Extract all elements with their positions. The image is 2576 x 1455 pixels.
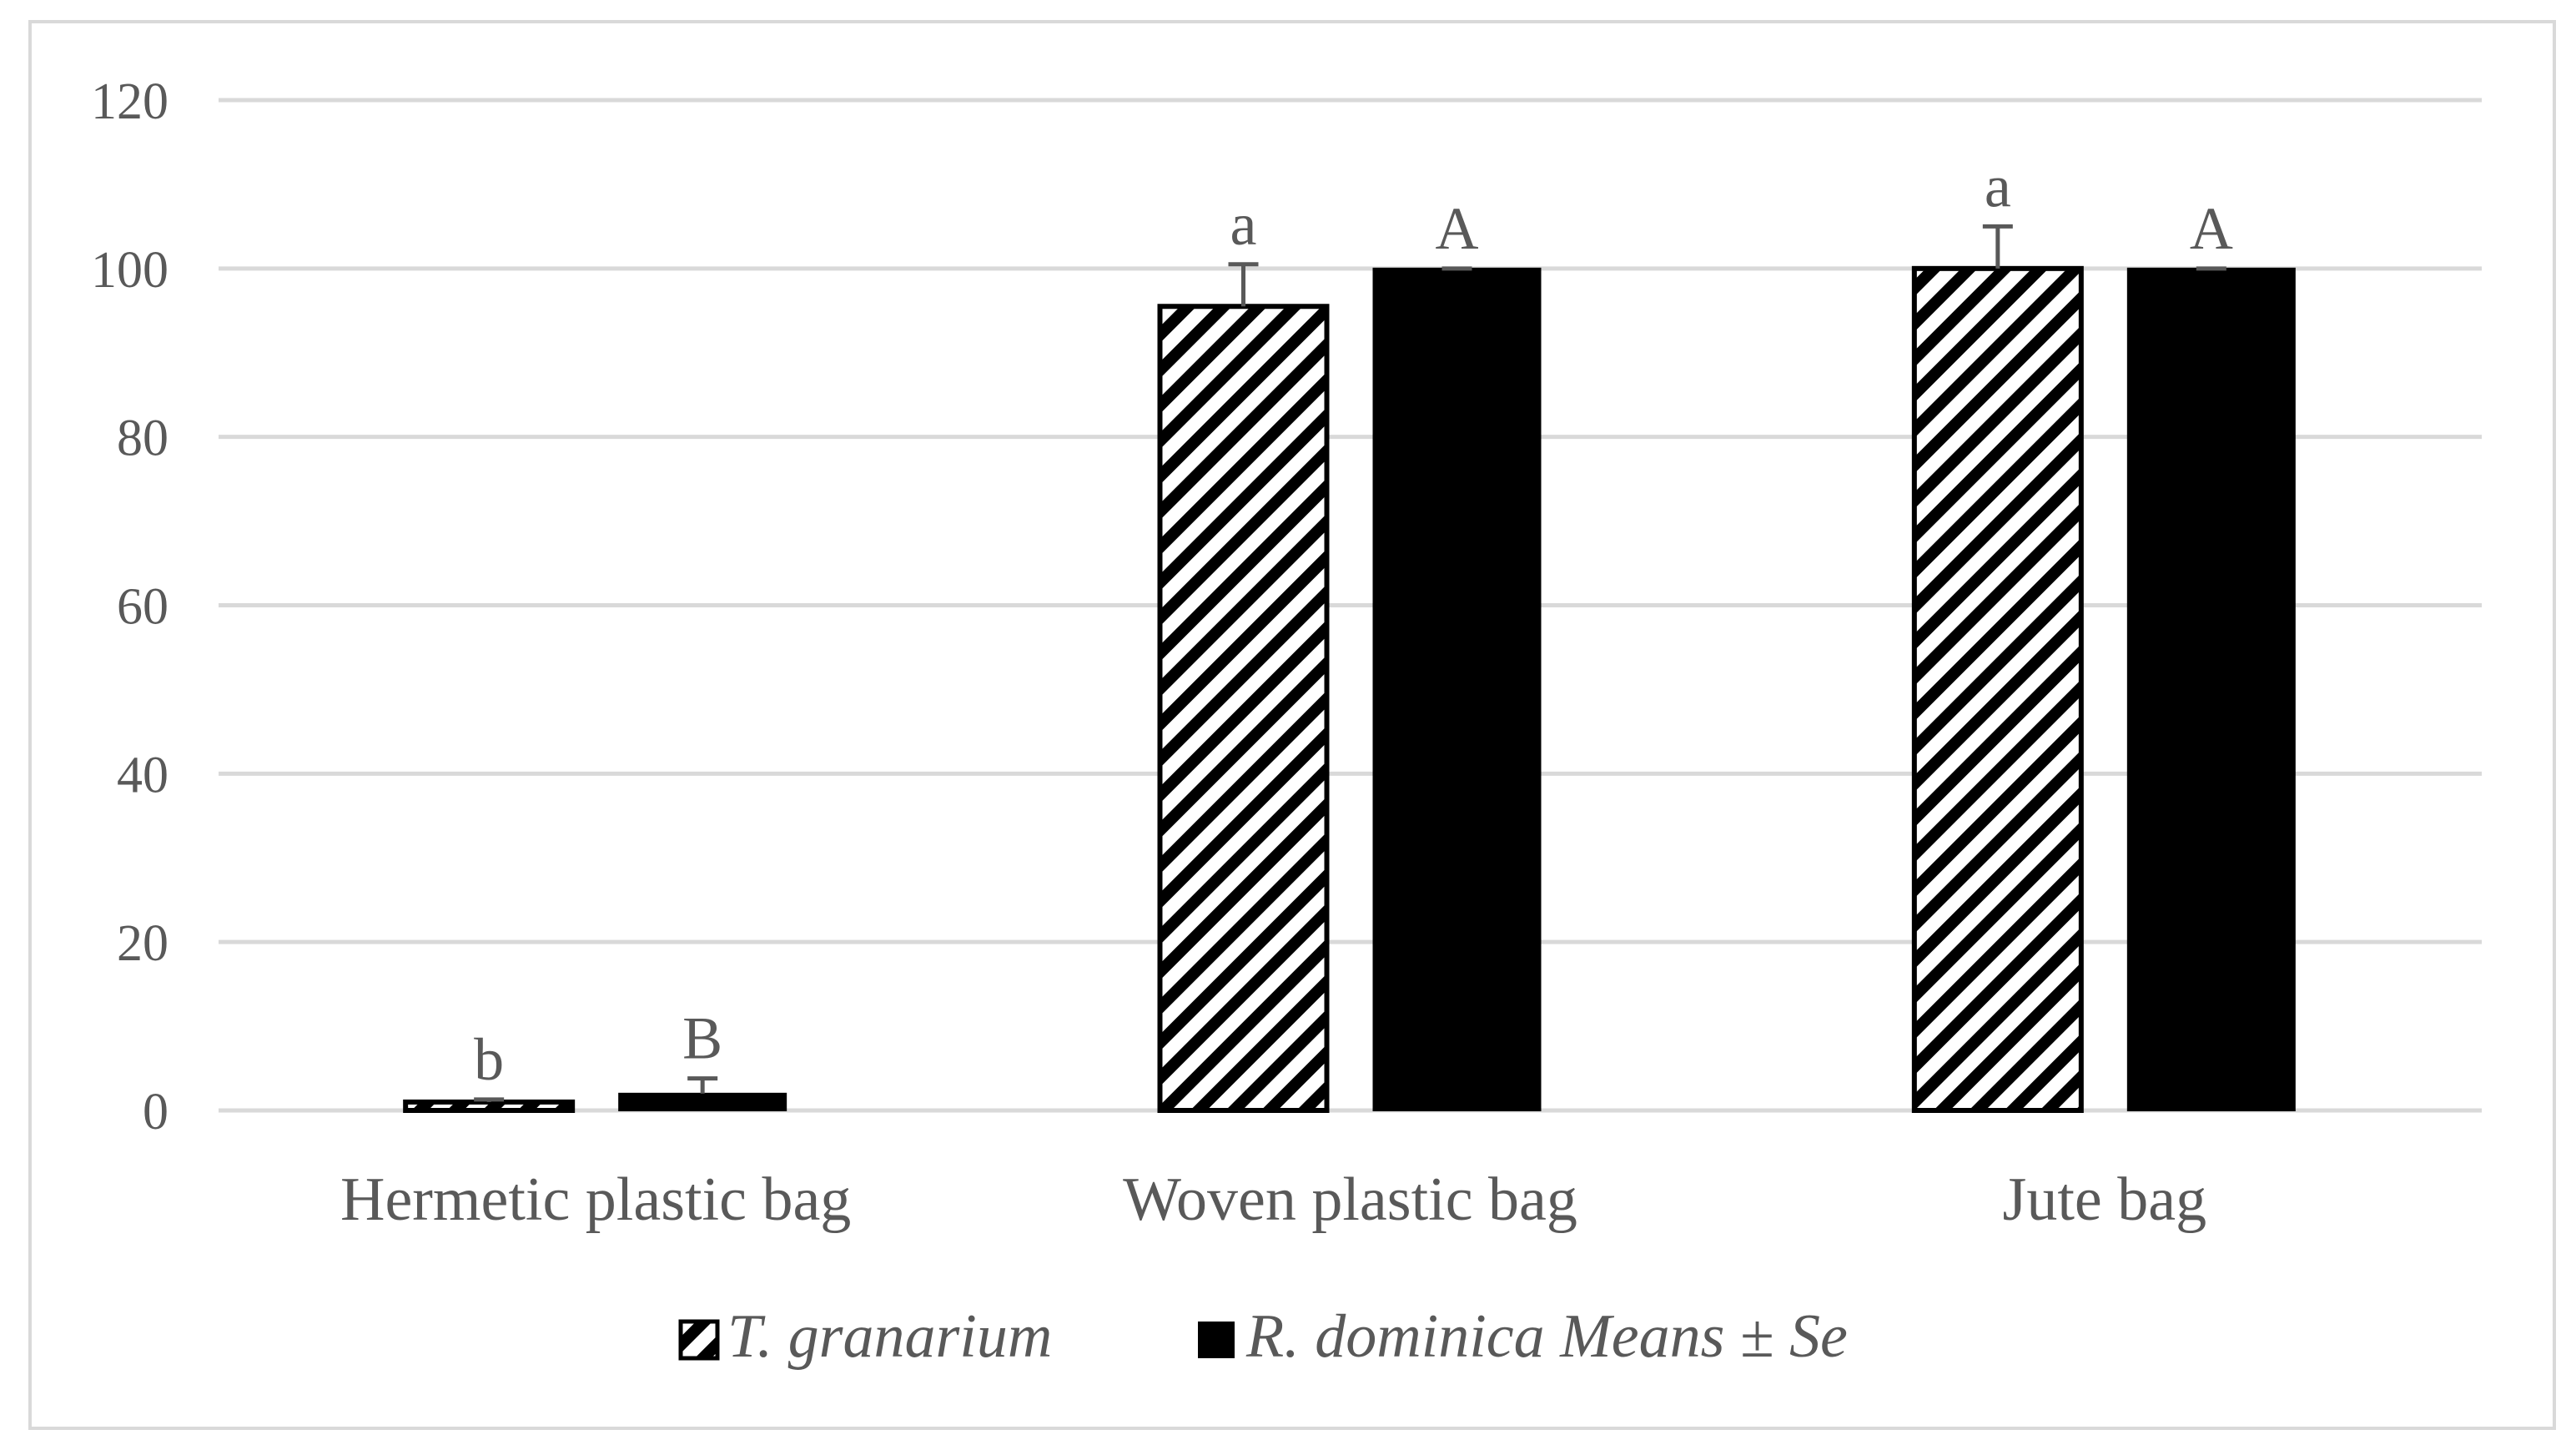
y-tick-label: 120 xyxy=(91,73,169,130)
bar-t-granarium xyxy=(1157,304,1330,1113)
y-axis-ticks: 0 20 40 60 80 100 120 xyxy=(91,73,169,1140)
gridlines xyxy=(219,98,2482,1113)
bar-r-dominica xyxy=(1372,267,1542,1112)
x-category-label: Jute bag xyxy=(2003,1166,2207,1234)
legend-swatch-r-dominica xyxy=(1198,1322,1235,1358)
bar-r-dominica xyxy=(2126,267,2296,1112)
bar-t-granarium xyxy=(403,1099,576,1113)
significance-label: b xyxy=(474,1026,504,1093)
significance-label: B xyxy=(682,1005,722,1072)
legend-swatch-t-granarium xyxy=(678,1319,720,1361)
legend-label-r-dominica: R. dominica Means ± Se xyxy=(1245,1302,1848,1371)
bars: b Ba Aa A xyxy=(403,153,2296,1114)
y-tick-label: 80 xyxy=(117,410,169,467)
bar-t-granarium xyxy=(1911,265,2084,1114)
significance-label: a xyxy=(1230,191,1257,258)
legend: T. granarium R. dominica Means ± Se xyxy=(678,1302,1848,1371)
significance-label: A xyxy=(1436,195,1479,262)
y-tick-label: 100 xyxy=(91,242,169,299)
bar-r-dominica xyxy=(618,1092,787,1111)
x-axis-categories: Hermetic plastic bag Woven plastic bag Jut… xyxy=(340,1166,2206,1234)
legend-label-t-granarium: T. granarium xyxy=(727,1302,1052,1371)
significance-label: A xyxy=(2190,195,2233,262)
significance-label: a xyxy=(1985,153,2011,219)
x-category-label: Hermetic plastic bag xyxy=(340,1166,851,1234)
y-tick-label: 60 xyxy=(117,579,169,636)
x-category-label: Woven plastic bag xyxy=(1123,1166,1577,1234)
y-tick-label: 0 xyxy=(143,1084,169,1140)
y-tick-label: 20 xyxy=(117,915,169,972)
y-tick-label: 40 xyxy=(117,747,169,803)
